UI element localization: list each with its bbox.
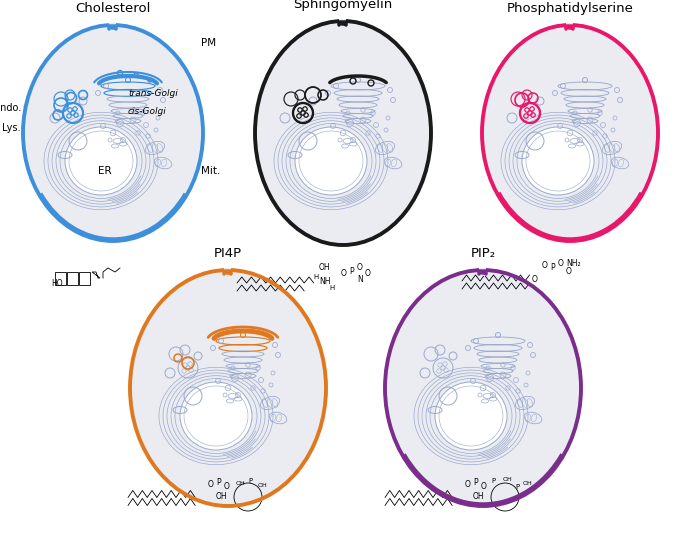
Text: P: P	[349, 267, 354, 276]
Text: ER: ER	[98, 166, 112, 176]
Text: Mit.: Mit.	[201, 166, 220, 176]
Text: H: H	[313, 274, 319, 280]
Text: PI4P: PI4P	[214, 247, 242, 260]
Text: PM: PM	[201, 38, 216, 48]
Text: O: O	[341, 269, 347, 278]
Text: O: O	[532, 275, 538, 284]
Bar	[55, 272, 66, 285]
Text: O: O	[481, 482, 487, 491]
Text: O: O	[224, 482, 230, 491]
Text: OH: OH	[236, 481, 246, 486]
Text: OH: OH	[473, 492, 484, 501]
Text: N: N	[357, 275, 363, 284]
Text: P: P	[515, 484, 519, 490]
Text: P: P	[216, 478, 220, 487]
Text: NH₂: NH₂	[566, 259, 580, 268]
Ellipse shape	[522, 127, 594, 195]
Bar	[79, 272, 90, 285]
Text: HO: HO	[51, 279, 63, 288]
Bar	[225, 268, 231, 276]
Bar	[480, 268, 486, 276]
Bar	[67, 272, 78, 285]
Text: OH: OH	[319, 263, 330, 272]
Bar	[109, 23, 117, 31]
Text: P: P	[491, 478, 495, 484]
Text: P: P	[473, 478, 477, 487]
Bar	[567, 23, 574, 31]
Text: H: H	[329, 285, 334, 291]
Text: trans-Golgi: trans-Golgi	[128, 89, 178, 97]
Text: PIP₂: PIP₂	[471, 247, 495, 260]
Text: O: O	[365, 269, 371, 278]
Text: O: O	[208, 480, 214, 489]
Ellipse shape	[255, 21, 431, 245]
Text: Lys.: Lys.	[3, 123, 21, 133]
Bar	[339, 19, 346, 27]
Ellipse shape	[180, 382, 252, 450]
Text: OH: OH	[258, 483, 267, 488]
Text: Sphingomyelin: Sphingomyelin	[294, 0, 392, 11]
Text: OH: OH	[503, 477, 513, 482]
Text: O: O	[566, 267, 572, 276]
Ellipse shape	[385, 270, 581, 506]
Text: P: P	[550, 263, 555, 272]
Text: OH: OH	[216, 492, 227, 501]
Text: O: O	[558, 259, 564, 268]
Ellipse shape	[130, 270, 326, 506]
Ellipse shape	[23, 25, 203, 241]
Ellipse shape	[295, 127, 367, 195]
Ellipse shape	[65, 127, 137, 195]
Text: Phosphatidylserine: Phosphatidylserine	[507, 2, 634, 15]
Text: O: O	[465, 480, 471, 489]
Text: NH: NH	[319, 277, 330, 286]
Text: O: O	[542, 261, 548, 270]
Text: cis-Golgi: cis-Golgi	[128, 107, 167, 115]
Text: O: O	[357, 263, 363, 272]
Text: Cholesterol: Cholesterol	[75, 2, 151, 15]
Text: OH: OH	[523, 481, 533, 486]
Text: Endo.: Endo.	[0, 103, 21, 113]
Text: P: P	[248, 478, 252, 484]
Ellipse shape	[435, 382, 507, 450]
Ellipse shape	[482, 25, 658, 241]
